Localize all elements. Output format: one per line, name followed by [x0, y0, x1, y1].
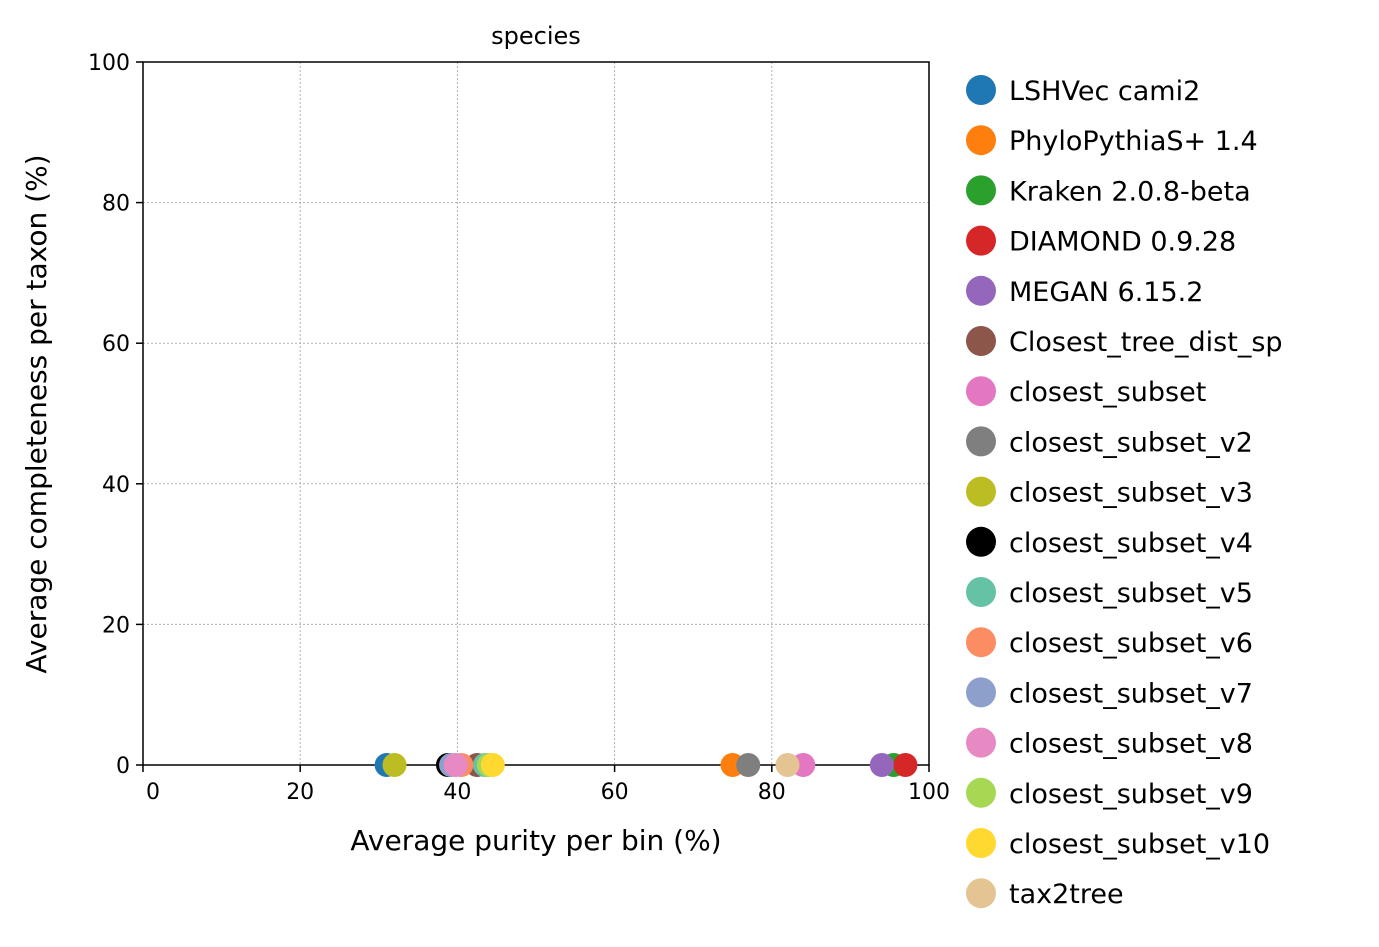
- legend-marker: [966, 326, 996, 356]
- legend-marker: [966, 526, 996, 557]
- legend-label: closest_subset_v4: [1009, 528, 1253, 559]
- legend-label: DIAMOND 0.9.28: [1009, 227, 1236, 258]
- y-tick-label: 20: [102, 613, 130, 638]
- legend-marker: [966, 376, 996, 407]
- x-tick-label: 20: [286, 780, 314, 805]
- chart-title: species: [491, 22, 581, 50]
- data-point: [736, 753, 761, 777]
- legend-marker: [966, 426, 996, 457]
- legend-marker: [966, 125, 996, 156]
- legend-label: closest_subset_v6: [1009, 628, 1253, 659]
- y-tick-label: 40: [102, 473, 130, 498]
- legend-marker: [966, 878, 996, 909]
- data-point: [480, 753, 505, 777]
- legend: LSHVec cami2 PhyloPythiaS+ 1.4 Kraken 2.0.…: [966, 75, 1283, 910]
- y-tick-label: 80: [102, 192, 130, 217]
- x-tick-label: 0: [146, 780, 160, 805]
- data-point: [893, 753, 918, 777]
- x-tick-label: 60: [601, 780, 629, 805]
- legend-marker: [966, 225, 996, 256]
- legend-label: Closest_tree_dist_sp: [1009, 327, 1283, 358]
- y-tick-label: 100: [88, 51, 130, 76]
- legend-marker: [966, 476, 996, 507]
- data-point: [775, 753, 800, 777]
- legend-marker: [966, 828, 996, 858]
- grid-lines: [142, 61, 930, 766]
- legend-label: closest_subset_v2: [1009, 427, 1253, 458]
- x-tick-label: 100: [908, 780, 950, 805]
- x-tick-label: 80: [758, 780, 786, 805]
- legend-marker: [966, 275, 996, 306]
- legend-label: LSHVec cami2: [1009, 76, 1200, 107]
- data-point: [443, 753, 468, 777]
- y-tick-label: 60: [102, 332, 130, 357]
- legend-label: closest_subset: [1009, 377, 1206, 408]
- y-tick-label: 0: [116, 754, 130, 779]
- legend-label: closest_subset_v9: [1009, 779, 1253, 810]
- legend-marker: [966, 75, 996, 105]
- legend-marker: [966, 777, 996, 808]
- y-axis-ticks: 0 20 40 60 80 100: [88, 51, 143, 779]
- legend-marker: [966, 577, 996, 607]
- y-axis-label: Average completeness per taxon (%): [20, 154, 53, 673]
- x-axis-label: Average purity per bin (%): [350, 824, 721, 857]
- plot-area-frame: [142, 61, 930, 766]
- legend-label: Kraken 2.0.8-beta: [1009, 176, 1251, 207]
- data-point: [869, 753, 894, 777]
- legend-label: closest_subset_v7: [1009, 678, 1253, 709]
- data-point: [382, 753, 407, 777]
- legend-label: closest_subset_v3: [1009, 478, 1253, 509]
- x-tick-label: 40: [443, 780, 471, 805]
- legend-label: MEGAN 6.15.2: [1009, 277, 1203, 308]
- legend-marker: [966, 175, 996, 206]
- legend-label: PhyloPythiaS+ 1.4: [1009, 126, 1258, 157]
- legend-label: closest_subset_v5: [1009, 578, 1253, 609]
- legend-label: closest_subset_v8: [1009, 729, 1253, 760]
- legend-marker: [966, 677, 996, 708]
- legend-label: closest_subset_v10: [1009, 829, 1270, 860]
- x-axis-ticks: 0 20 40 60 80 100: [142, 765, 950, 805]
- legend-label: tax2tree: [1009, 879, 1124, 910]
- data-points: [374, 753, 918, 777]
- legend-marker: [966, 727, 996, 758]
- legend-marker: [966, 627, 996, 658]
